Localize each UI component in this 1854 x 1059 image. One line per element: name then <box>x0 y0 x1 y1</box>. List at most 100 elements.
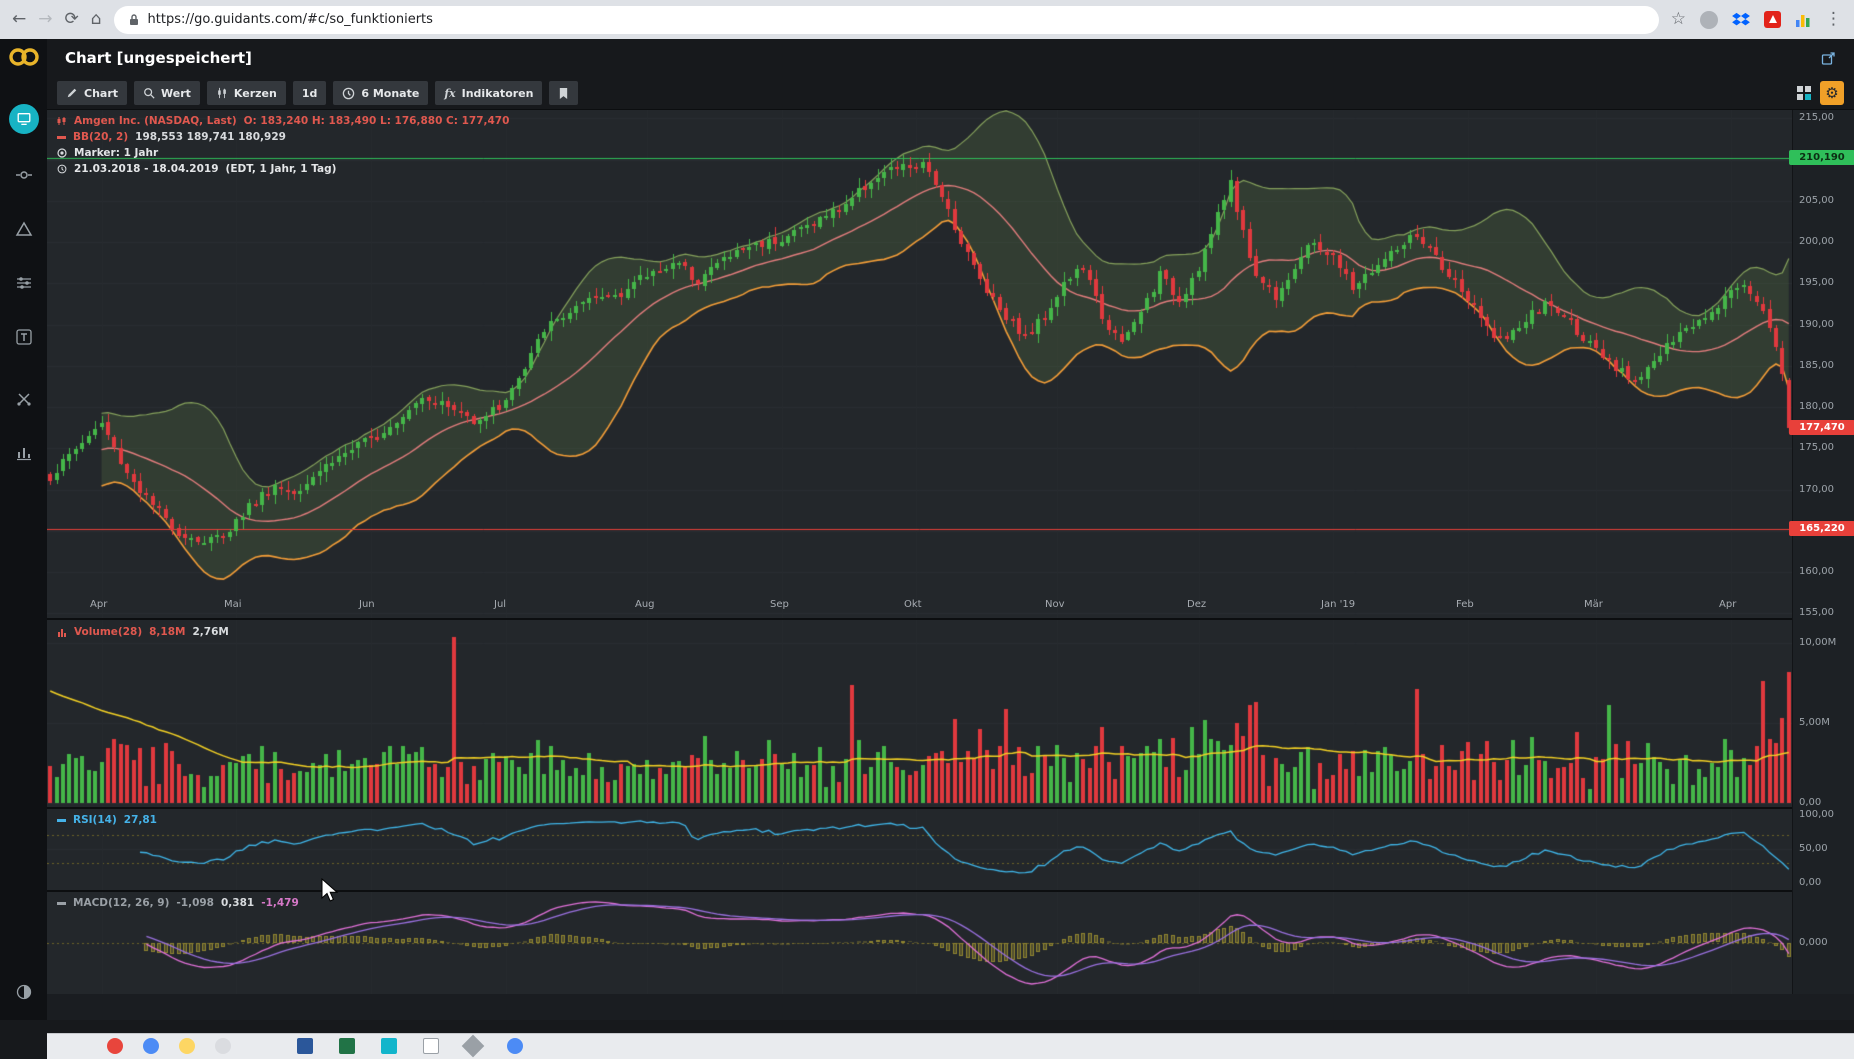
rsi-legend-icon <box>57 818 66 822</box>
axis-tick: 10,00M <box>1799 637 1837 648</box>
profile-avatar[interactable] <box>1700 10 1718 29</box>
bookmark-button[interactable] <box>549 81 579 105</box>
macd-chart-canvas[interactable] <box>47 892 1792 994</box>
bar-chart-icon <box>16 448 31 461</box>
panel-resizer[interactable] <box>47 890 1854 892</box>
marker-icon <box>57 148 67 158</box>
forward-icon[interactable]: → <box>38 9 53 29</box>
url-text[interactable]: https://go.guidants.com/#c/so_funktionie… <box>147 12 433 27</box>
macd-label: MACD(12, 26, 9) <box>73 897 170 909</box>
month-label: Dez <box>1187 599 1207 610</box>
clock-small-icon <box>57 164 67 174</box>
taskbar-icon-diamond[interactable] <box>461 1034 485 1058</box>
axis-tick: 0,00 <box>1799 797 1822 808</box>
taskbar-icon-blue[interactable] <box>143 1038 159 1054</box>
month-label: Jun <box>359 599 375 610</box>
crosshair-icon <box>15 171 32 179</box>
price-axis[interactable]: 0,000 215,00210,00205,00200,00195,00190,… <box>1792 110 1854 994</box>
candle-style-button[interactable]: Kerzen <box>206 81 286 105</box>
month-label: Sep <box>770 599 789 610</box>
sidebar-item-tools[interactable] <box>0 381 47 417</box>
url-bar[interactable]: https://go.guidants.com/#c/so_funktionie… <box>113 5 1659 34</box>
year-high-badge: 210,190 <box>1789 150 1854 165</box>
bollinger-legend[interactable]: BB(20, 2) 198,553 189,741 180,929 <box>57 131 286 143</box>
panel-resizer[interactable] <box>47 807 1854 809</box>
taskbar-icon-doc[interactable] <box>297 1038 313 1054</box>
back-icon[interactable]: ← <box>12 9 27 29</box>
browser-chrome: ← → ⟳ ⌂ https://go.guidants.com/#c/so_fu… <box>0 0 1854 39</box>
month-label: Nov <box>1045 599 1065 610</box>
sidebar-item-indicator-settings[interactable] <box>0 265 47 301</box>
taskbar-icon-teal[interactable] <box>381 1038 397 1054</box>
bb-values: 198,553 189,741 180,929 <box>135 131 286 143</box>
month-label: Jul <box>494 599 507 610</box>
bookmark-icon <box>560 87 568 99</box>
month-label: Aug <box>635 599 655 610</box>
chart-widget-icon <box>8 104 39 134</box>
analytics-extension-icon[interactable] <box>1795 12 1811 28</box>
axis-tick: 195,00 <box>1799 277 1834 288</box>
guidants-logo[interactable] <box>0 47 47 71</box>
text-tool-icon <box>15 329 32 345</box>
rsi-chart-canvas[interactable] <box>47 809 1792 890</box>
sidebar-item-contrast[interactable] <box>0 974 47 1010</box>
reload-icon[interactable]: ⟳ <box>64 9 79 29</box>
contrast-icon <box>16 984 31 1000</box>
instrument-legend[interactable]: Amgen Inc. (NASDAQ, Last) O: 183,240 H: … <box>57 115 509 127</box>
taskbar-icon-yellow[interactable] <box>179 1038 195 1054</box>
axis-tick: 185,00 <box>1799 360 1834 371</box>
chart-area[interactable]: 0,000 215,00210,00205,00200,00195,00190,… <box>47 110 1854 994</box>
x-axis-months[interactable]: Apr Mai Jun Jul Aug Sep Okt Nov Dez Jan '19 Feb Mär… <box>47 597 1792 615</box>
sidebar-item-chart-widget[interactable] <box>0 101 47 137</box>
axis-tick: 190,00 <box>1799 319 1834 330</box>
macd-value: -1,098 <box>176 897 214 909</box>
sidebar <box>0 39 47 1020</box>
taskbar <box>47 1033 1854 1059</box>
sidebar-item-crosshair[interactable] <box>0 157 47 193</box>
pencil-icon <box>67 88 77 98</box>
sidebar-item-shapes[interactable] <box>0 211 47 247</box>
instrument-icon <box>57 117 66 125</box>
browser-menu-icon[interactable]: ⋮ <box>1825 9 1842 29</box>
last-price-badge: 177,470 <box>1789 420 1854 435</box>
pdf-extension-icon[interactable] <box>1764 11 1781 28</box>
indicators-button[interactable]: fx Indikatoren <box>435 81 543 105</box>
page-title: Chart [ungespeichert] <box>65 49 252 67</box>
instrument-search-button[interactable]: Wert <box>134 81 200 105</box>
taskbar-icon-window[interactable] <box>423 1038 439 1054</box>
volume-label: Volume(28) <box>74 626 143 638</box>
widgets-icon[interactable] <box>1796 85 1812 101</box>
home-icon[interactable]: ⌂ <box>90 9 102 29</box>
interval-button[interactable]: 1d <box>292 81 327 105</box>
taskbar-icon-sheet[interactable] <box>339 1038 355 1054</box>
marker-legend[interactable]: Marker: 1 Jahr <box>57 147 158 159</box>
volume-chart-canvas[interactable] <box>47 620 1792 807</box>
month-label: Apr <box>1719 599 1737 610</box>
axis-tick: 50,00 <box>1799 843 1828 854</box>
chart-type-button[interactable]: Chart <box>57 81 128 105</box>
taskbar-icon-gray[interactable] <box>215 1038 231 1054</box>
panel-resizer[interactable] <box>47 618 1854 620</box>
rsi-label: RSI(14) <box>73 814 117 826</box>
month-label: Mai <box>224 599 242 610</box>
equalizer-icon <box>16 277 31 289</box>
price-chart-canvas[interactable] <box>47 110 1792 618</box>
taskbar-icon-red[interactable] <box>107 1038 123 1054</box>
rsi-legend[interactable]: RSI(14) 27,81 <box>57 814 157 826</box>
date-meta: (EDT, 1 Jahr, 1 Tag) <box>225 163 337 175</box>
popout-icon[interactable] <box>1821 51 1836 66</box>
axis-tick: 155,00 <box>1799 607 1834 618</box>
settings-gear-button[interactable]: ⚙ <box>1820 81 1844 105</box>
axis-tick: 200,00 <box>1799 236 1834 247</box>
candles-icon <box>218 87 226 99</box>
sidebar-item-statistics[interactable] <box>0 435 47 471</box>
macd-legend[interactable]: MACD(12, 26, 9) -1,098 0,381 -1,479 <box>57 897 299 909</box>
daterange-legend[interactable]: 21.03.2018 - 18.04.2019 (EDT, 1 Jahr, 1 … <box>57 163 336 175</box>
bookmark-star-icon[interactable]: ☆ <box>1670 9 1686 29</box>
volume-ma-value: 2,76M <box>192 626 229 638</box>
taskbar-icon-sphere[interactable] <box>507 1038 523 1054</box>
dropbox-extension-icon[interactable] <box>1732 12 1750 28</box>
timespan-button[interactable]: 6 Monate <box>333 81 429 105</box>
sidebar-item-text-tool[interactable] <box>0 319 47 355</box>
volume-legend[interactable]: Volume(28) 8,18M 2,76M <box>57 626 229 638</box>
